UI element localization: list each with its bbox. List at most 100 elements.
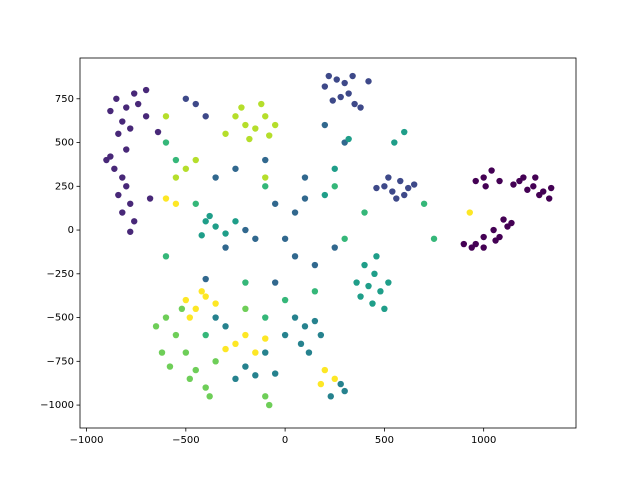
plot-frame [79,57,577,429]
point [490,226,497,234]
point [468,244,475,251]
point [152,323,160,330]
point [242,305,249,313]
point [262,156,269,164]
point [311,317,319,325]
point [271,121,279,129]
point [232,113,239,120]
point [172,156,180,164]
point [349,72,356,80]
point [127,125,134,132]
point [377,288,384,295]
point [119,118,126,125]
point [361,209,368,216]
point [202,218,209,225]
point [482,183,489,190]
point [192,366,199,374]
point [373,253,380,260]
point [162,314,170,321]
point [146,195,154,202]
point [252,125,259,132]
point [291,253,299,260]
point [202,331,209,339]
point [281,296,289,304]
point [172,200,180,207]
point [107,153,114,160]
point [212,314,219,321]
point [333,76,340,83]
point [262,183,269,190]
point [172,331,180,339]
point [410,181,418,188]
point [317,380,325,388]
point [182,296,190,304]
point [373,184,380,192]
y-tick-label: −500 [47,313,74,324]
x-tick-label: 1000 [471,435,496,446]
point [500,216,507,223]
point [154,128,162,136]
point [341,387,348,395]
point [162,195,170,202]
point [182,349,190,356]
point [321,191,329,199]
point [262,314,269,321]
point [178,305,186,313]
point [381,305,388,313]
point [182,95,190,102]
point [113,95,120,102]
point [123,183,130,190]
point [480,244,487,251]
point [212,223,219,230]
y-tick-label: 500 [55,138,74,149]
point [365,78,372,85]
point [166,363,174,370]
point [291,209,299,216]
point [331,165,338,172]
point [385,174,392,181]
point [158,349,166,356]
point [142,113,150,120]
point [252,372,259,379]
point [321,83,329,90]
point [365,282,372,290]
point [397,177,404,185]
point [262,174,269,181]
point [547,184,555,192]
point [357,293,364,300]
point [317,331,325,339]
point [192,305,199,313]
point [222,130,229,137]
point [198,232,205,239]
point [212,300,219,307]
point [202,384,209,391]
point [242,279,249,286]
point [345,135,352,143]
point [182,165,190,172]
point [516,177,523,185]
point [266,401,273,409]
point [341,79,348,87]
point [127,200,134,207]
y-tick-label: 0 [68,225,74,236]
point [460,240,468,248]
point [371,270,378,278]
x-tick-label: −1000 [70,435,104,446]
point [222,244,229,251]
point [321,121,329,129]
point [262,335,269,342]
point [281,235,289,242]
point [222,323,229,330]
point [232,165,239,172]
point [202,275,209,283]
point [331,244,338,251]
point [271,279,279,286]
point [262,393,269,400]
point [252,235,259,242]
point [327,393,334,400]
y-tick-label: −1000 [40,400,74,411]
point [532,174,539,181]
point [242,226,249,234]
point [381,183,388,190]
point [266,132,273,139]
